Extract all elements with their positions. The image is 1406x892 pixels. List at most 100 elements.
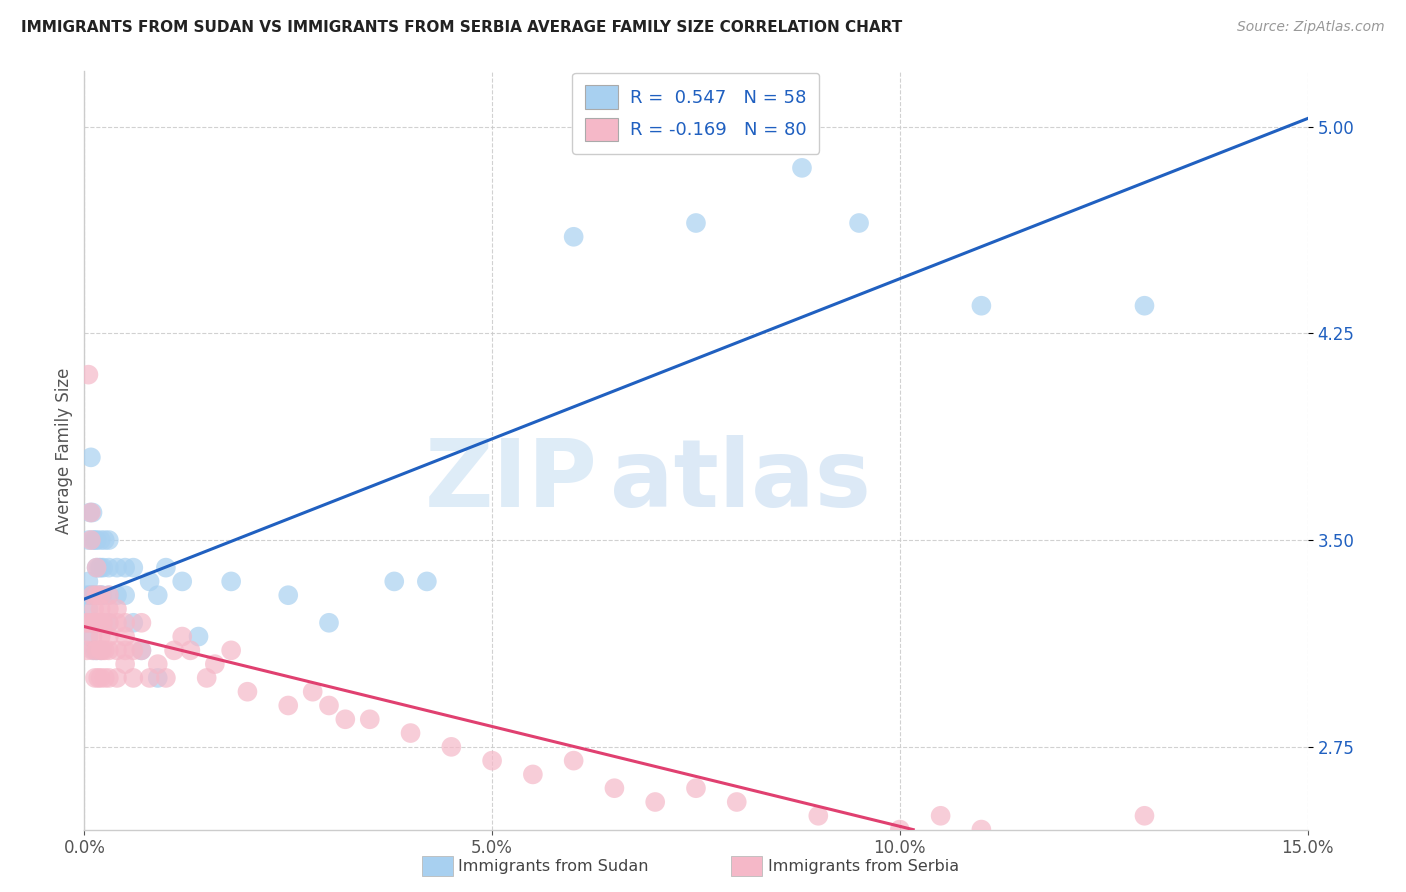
Point	[1133, 299, 1156, 313]
Point	[97, 671, 120, 685]
Point	[114, 615, 136, 630]
Point	[277, 698, 299, 713]
Point	[318, 698, 340, 713]
Point	[155, 671, 177, 685]
Point	[105, 588, 128, 602]
Text: IMMIGRANTS FROM SUDAN VS IMMIGRANTS FROM SERBIA AVERAGE FAMILY SIZE CORRELATION : IMMIGRANTS FROM SUDAN VS IMMIGRANTS FROM…	[21, 20, 903, 35]
Point	[83, 643, 105, 657]
Text: Immigrants from Sudan: Immigrants from Sudan	[458, 859, 648, 873]
Point	[90, 615, 112, 630]
Point	[87, 615, 110, 630]
Point	[87, 560, 110, 574]
Point	[90, 533, 112, 547]
Point	[84, 588, 107, 602]
Point	[77, 615, 100, 630]
Point	[562, 754, 585, 768]
Point	[685, 216, 707, 230]
Point	[86, 643, 108, 657]
Point	[1011, 836, 1033, 850]
Point	[172, 574, 194, 589]
Point	[105, 671, 128, 685]
Point	[138, 671, 160, 685]
Point	[75, 615, 97, 630]
Point	[97, 643, 120, 657]
Point	[80, 450, 103, 465]
Point	[970, 822, 993, 837]
Point	[93, 643, 115, 657]
Point	[131, 643, 153, 657]
Point	[122, 560, 145, 574]
Point	[277, 588, 299, 602]
Point	[399, 726, 422, 740]
Point	[83, 615, 105, 630]
Point	[90, 671, 112, 685]
Point	[603, 781, 626, 796]
Point	[93, 671, 115, 685]
Point	[90, 630, 112, 644]
Point	[79, 588, 101, 602]
Point	[195, 671, 218, 685]
Point	[91, 615, 114, 630]
Point	[77, 630, 100, 644]
Point	[77, 602, 100, 616]
Point	[146, 657, 169, 672]
Point	[77, 533, 100, 547]
Point	[91, 560, 114, 574]
Text: atlas: atlas	[610, 434, 872, 527]
Point	[138, 574, 160, 589]
Point	[82, 506, 104, 520]
Point	[82, 615, 104, 630]
Point	[522, 767, 544, 781]
Point	[90, 643, 112, 657]
Point	[122, 643, 145, 657]
Point	[146, 671, 169, 685]
Point	[86, 643, 108, 657]
Point	[90, 588, 112, 602]
Point	[685, 781, 707, 796]
Text: Source: ZipAtlas.com: Source: ZipAtlas.com	[1237, 20, 1385, 34]
Point	[848, 216, 870, 230]
Point	[97, 630, 120, 644]
Point	[97, 615, 120, 630]
Point	[970, 299, 993, 313]
Point	[90, 602, 112, 616]
Point	[82, 588, 104, 602]
Point	[219, 643, 242, 657]
Point	[236, 684, 259, 698]
Point	[807, 809, 830, 823]
Point	[131, 615, 153, 630]
Point	[146, 588, 169, 602]
Point	[75, 615, 97, 630]
Point	[82, 630, 104, 644]
Point	[359, 712, 381, 726]
Point	[77, 574, 100, 589]
Point	[82, 643, 104, 657]
Point	[179, 643, 201, 657]
Point	[114, 588, 136, 602]
Point	[86, 615, 108, 630]
Text: Immigrants from Serbia: Immigrants from Serbia	[768, 859, 959, 873]
Point	[725, 795, 748, 809]
Point	[163, 643, 186, 657]
Point	[131, 643, 153, 657]
Point	[83, 602, 105, 616]
Point	[91, 588, 114, 602]
Point	[105, 602, 128, 616]
Point	[86, 588, 108, 602]
Point	[1133, 809, 1156, 823]
Point	[416, 574, 439, 589]
Point	[318, 615, 340, 630]
Point	[105, 615, 128, 630]
Point	[77, 368, 100, 382]
Point	[97, 588, 120, 602]
Point	[90, 615, 112, 630]
Point	[90, 560, 112, 574]
Point	[114, 643, 136, 657]
Point	[644, 795, 666, 809]
Point	[790, 161, 813, 175]
Point	[86, 560, 108, 574]
Point	[122, 615, 145, 630]
Point	[87, 671, 110, 685]
Point	[80, 533, 103, 547]
Point	[82, 588, 104, 602]
